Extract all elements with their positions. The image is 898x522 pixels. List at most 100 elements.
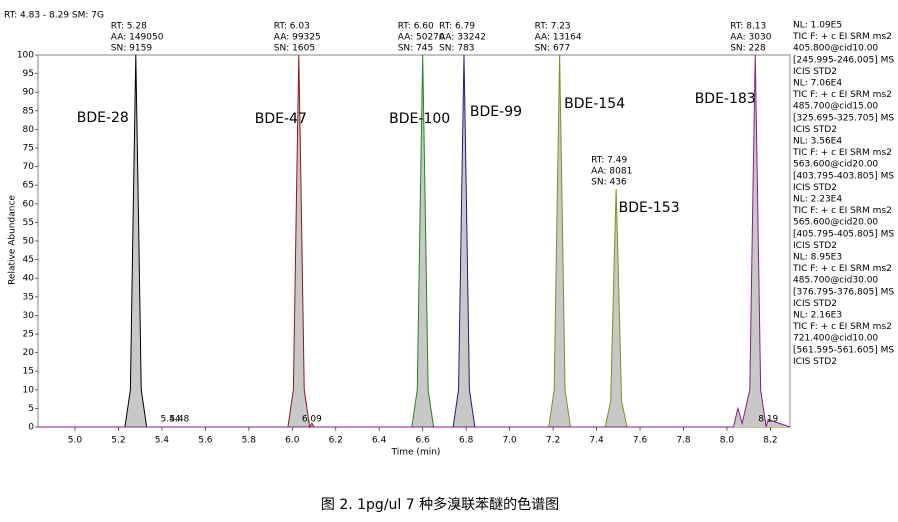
peak-aa: AA: 99325 — [274, 33, 321, 43]
legend-text: [405.795-405.805] MS — [793, 229, 894, 239]
legend-text: ICIS STD2 — [793, 125, 837, 135]
y-tick-label: 60 — [23, 199, 35, 209]
legend-text: ICIS STD2 — [793, 241, 837, 251]
legend-text: TIC F: + c EI SRM ms2 — [792, 322, 892, 332]
y-tick-label: 10 — [23, 385, 35, 395]
y-tick-label: 30 — [23, 311, 35, 321]
peak-sn: SN: 228 — [730, 44, 766, 54]
legend-text: TIC F: + c EI SRM ms2 — [792, 148, 892, 158]
peak-name: BDE-47 — [255, 111, 307, 127]
legend-text: TIC F: + c EI SRM ms2 — [792, 90, 892, 100]
x-tick-label: 5.2 — [111, 436, 125, 446]
y-tick-label: 15 — [23, 367, 34, 377]
legend-text: NL: 7.06E4 — [793, 79, 842, 89]
peak-sn: SN: 436 — [591, 177, 627, 187]
x-tick-label: 7.8 — [676, 436, 691, 446]
y-axis-label: Relative Abundance — [8, 195, 18, 285]
peak-sn: SN: 1605 — [274, 44, 315, 54]
minor-peak-label: 8.19 — [758, 415, 778, 425]
x-tick-label: 6.8 — [459, 436, 474, 446]
legend-text: NL: 1.09E5 — [793, 21, 842, 31]
peak-name: BDE-153 — [619, 200, 680, 216]
legend-text: [561.595-561.605] MS — [793, 345, 894, 355]
x-tick-label: 5.6 — [198, 436, 213, 446]
peak-aa: AA: 8081 — [591, 166, 632, 176]
trace — [38, 54, 790, 428]
peak-name: BDE-100 — [389, 111, 450, 127]
minor-peak-label: 5.44 — [161, 415, 181, 425]
peak-rt: RT: 7.23 — [535, 22, 571, 32]
y-tick-label: 45 — [23, 255, 34, 265]
x-tick-label: 7.2 — [546, 436, 560, 446]
legend-text: NL: 2.16E3 — [793, 311, 842, 321]
x-tick-label: 6.4 — [372, 436, 387, 446]
y-tick-label: 35 — [23, 292, 34, 302]
x-tick-label: 6.0 — [285, 436, 300, 446]
y-tick-label: 80 — [23, 125, 35, 135]
legend-text: 721.400@cid10.00 — [793, 334, 878, 344]
peak-name: BDE-99 — [470, 104, 522, 120]
peak-name: BDE-154 — [564, 96, 625, 112]
legend-text: TIC F: + c EI SRM ms2 — [792, 32, 892, 42]
x-tick-label: 5.0 — [68, 436, 83, 446]
x-tick-label: 8.0 — [720, 436, 735, 446]
x-tick-label: 7.0 — [502, 436, 517, 446]
peak-sn: SN: 677 — [535, 44, 571, 54]
legend-text: NL: 8.95E3 — [793, 253, 842, 263]
legend-text: ICIS STD2 — [793, 357, 837, 367]
legend-text: ICIS STD2 — [793, 183, 837, 193]
y-tick-label: 5 — [28, 404, 34, 414]
y-tick-label: 70 — [23, 162, 35, 172]
legend-text: NL: 3.56E4 — [793, 137, 842, 147]
y-tick-label: 25 — [23, 330, 34, 340]
trace — [38, 54, 790, 428]
peak-aa: AA: 50270 — [398, 33, 445, 43]
y-tick-label: 55 — [23, 218, 34, 228]
peak-aa: AA: 13164 — [535, 33, 582, 43]
trace — [38, 54, 791, 428]
y-tick-label: 0 — [28, 423, 34, 433]
legend-text: [403.795-403.805] MS — [793, 171, 894, 181]
legend-text: 565.600@cid20.00 — [793, 218, 878, 228]
peak-aa: AA: 33242 — [439, 33, 486, 43]
peak-sn: SN: 745 — [398, 44, 434, 54]
legend-text: [376.795-376.805] MS — [793, 287, 894, 297]
x-axis-label: Time (min) — [391, 448, 441, 458]
header: RT: 4.83 - 8.29 SM: 7G — [4, 11, 104, 21]
y-tick-label: 95 — [23, 69, 34, 79]
legend-text: [325.695-325.705] MS — [793, 113, 894, 123]
x-tick-label: 8.2 — [763, 436, 777, 446]
peak-name: BDE-183 — [695, 91, 756, 107]
peak-rt: RT: 6.79 — [439, 22, 475, 32]
legend-text: 405.800@cid10.00 — [793, 44, 878, 54]
peak-sn: SN: 9159 — [111, 44, 153, 54]
y-tick-label: 100 — [17, 51, 34, 61]
x-tick-label: 5.8 — [242, 436, 257, 446]
peak-rt: RT: 5.28 — [111, 22, 147, 32]
x-tick-label: 5.4 — [155, 436, 170, 446]
legend-text: 485.700@cid30.00 — [793, 276, 878, 286]
y-tick-label: 75 — [23, 144, 34, 154]
legend-text: TIC F: + c EI SRM ms2 — [792, 264, 892, 274]
caption: 图 2. 1pg/ul 7 种多溴联苯醚的色谱图 — [321, 496, 559, 513]
legend-text: ICIS STD2 — [793, 67, 837, 77]
peak-rt: RT: 8.13 — [730, 22, 766, 32]
legend-text: 563.600@cid20.00 — [793, 160, 878, 170]
y-tick-label: 50 — [23, 237, 35, 247]
peak-sn: SN: 783 — [439, 44, 475, 54]
peak-rt: RT: 7.49 — [591, 155, 627, 165]
peak-rt: RT: 6.03 — [274, 22, 310, 32]
y-tick-label: 40 — [23, 274, 35, 284]
y-tick-label: 90 — [23, 88, 35, 98]
minor-peak-label: 5.48 — [169, 415, 189, 425]
peak-aa: AA: 149050 — [111, 33, 164, 43]
y-tick-label: 20 — [23, 348, 35, 358]
legend-text: ICIS STD2 — [793, 299, 837, 309]
legend-text: NL: 2.23E4 — [793, 195, 842, 205]
trace — [38, 54, 790, 428]
peak-aa: AA: 3030 — [730, 33, 771, 43]
minor-peak-label: 6.09 — [302, 415, 322, 425]
x-tick-label: 6.2 — [329, 436, 343, 446]
peak-rt: RT: 6.60 — [398, 22, 434, 32]
